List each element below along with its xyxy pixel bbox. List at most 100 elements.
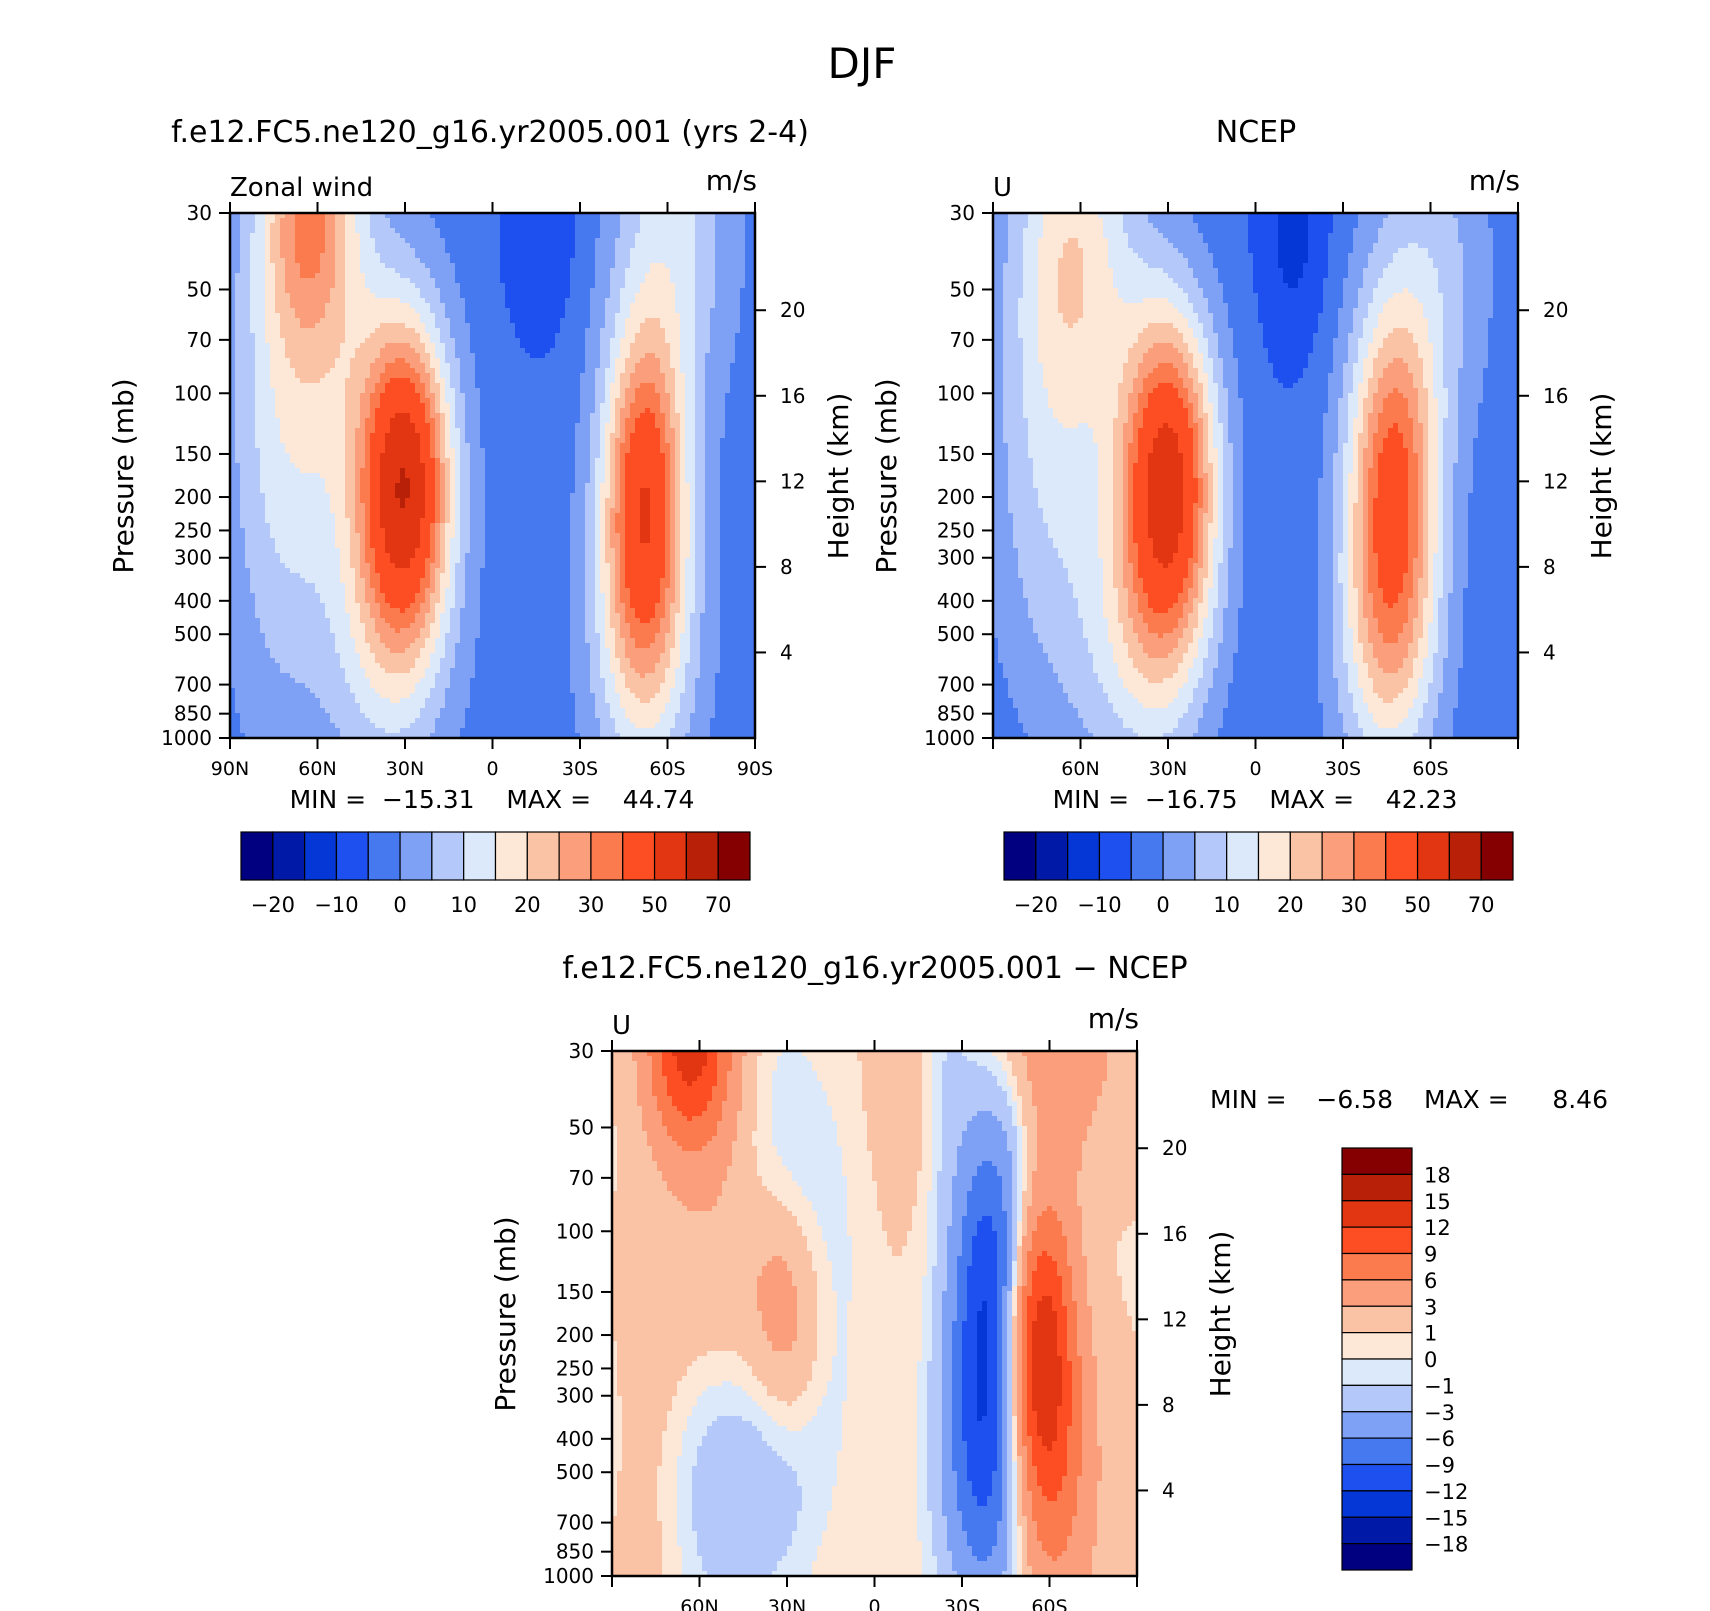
contour-cell <box>1428 538 1439 544</box>
contour-cell <box>595 493 601 499</box>
contour-cell <box>1213 428 1224 434</box>
contour-cell <box>1098 493 1114 499</box>
contour-cell <box>590 453 601 459</box>
contour-cell <box>630 263 651 269</box>
contour-cell <box>465 428 481 434</box>
contour-cell <box>1378 383 1414 389</box>
contour-cell <box>720 613 755 619</box>
contour-cell <box>1208 488 1214 494</box>
contour-cell <box>625 583 661 589</box>
contour-cell <box>1428 528 1439 534</box>
contour-cell <box>450 418 456 424</box>
contour-cell <box>690 533 696 539</box>
contour-cell <box>1223 528 1234 534</box>
contour-cell <box>710 318 741 324</box>
contour-cell <box>1443 368 1459 374</box>
contour-cell <box>445 543 451 549</box>
contour-cell <box>740 303 755 309</box>
contour-cell <box>705 463 721 469</box>
contour-cell <box>615 478 621 484</box>
contour-cell <box>265 333 281 339</box>
contour-cell <box>625 553 666 559</box>
contour-cell <box>595 508 601 514</box>
contour-cell <box>1458 223 1489 229</box>
contour-cell <box>440 508 446 514</box>
contour-cell <box>1433 263 1464 269</box>
contour-cell <box>993 453 1009 459</box>
contour-cell <box>1373 248 1399 254</box>
contour-cell <box>425 368 436 374</box>
contour-cell <box>575 478 591 484</box>
contour-cell <box>1113 488 1124 494</box>
contour-cell <box>1233 528 1244 534</box>
contour-cell <box>1438 268 1464 274</box>
contour-cell <box>450 558 461 564</box>
lat-tick-label: 90N <box>211 758 249 780</box>
contour-cell <box>1423 438 1429 444</box>
contour-cell <box>230 258 241 264</box>
contour-cell <box>1003 363 1024 369</box>
contour-cell <box>680 478 686 484</box>
contour-cell <box>310 688 351 694</box>
contour-cell <box>415 598 426 604</box>
contour-cell <box>610 268 626 274</box>
contour-cell <box>345 468 356 474</box>
contour-cell <box>600 493 611 499</box>
contour-cell <box>1308 358 1334 364</box>
contour-cell <box>610 568 616 574</box>
contour-cell <box>230 603 256 609</box>
contour-cell <box>1453 468 1474 474</box>
contour-cell <box>1098 448 1114 454</box>
contour-cell <box>1023 363 1044 369</box>
contour-cell <box>450 488 456 494</box>
contour-cell <box>675 673 686 679</box>
contour-cell <box>1443 423 1459 429</box>
contour-cell <box>1368 553 1379 559</box>
contour-cell <box>1003 393 1024 399</box>
contour-cell <box>430 658 441 664</box>
contour-cell <box>1023 233 1044 239</box>
contour-cell <box>1148 348 1179 354</box>
contour-cell <box>1173 383 1184 389</box>
contour-cell <box>445 473 451 479</box>
contour-cell <box>1003 278 1024 284</box>
contour-cell <box>1128 448 1139 454</box>
contour-cell <box>610 573 616 579</box>
contour-cell <box>620 493 626 499</box>
contour-cell <box>1333 503 1344 509</box>
contour-cell <box>1358 398 1364 404</box>
contour-cell <box>1153 388 1179 394</box>
contour-cell <box>235 353 256 359</box>
contour-cell <box>1208 558 1214 564</box>
contour-cell <box>280 253 296 259</box>
contour-cell <box>1138 573 1189 579</box>
contour-cell <box>1438 418 1444 424</box>
contour-cell <box>1203 518 1214 524</box>
contour-cell <box>435 403 441 409</box>
contour-cell <box>685 383 696 389</box>
contour-cell <box>320 378 346 384</box>
contour-cell <box>1233 508 1244 514</box>
contour-cell <box>625 433 631 439</box>
contour-cell <box>1463 358 1489 364</box>
contour-cell <box>1038 343 1134 349</box>
contour-cell <box>1183 378 1194 384</box>
contour-cell <box>705 383 731 389</box>
contour-cell <box>425 468 436 474</box>
contour-cell <box>300 323 316 329</box>
contour-cell <box>1138 403 1149 409</box>
contour-cell <box>1103 223 1124 229</box>
contour-cell <box>1003 368 1024 374</box>
contour-cell <box>1358 433 1369 439</box>
contour-cell <box>1208 383 1219 389</box>
contour-cell <box>660 448 671 454</box>
contour-cell <box>680 518 691 524</box>
contour-cell <box>345 513 356 519</box>
contour-cell <box>1223 368 1239 374</box>
contour-cell <box>265 508 331 514</box>
contour-cell <box>705 458 721 464</box>
contour-cell <box>993 533 1014 539</box>
contour-cell <box>685 573 696 579</box>
contour-cell <box>1433 378 1444 384</box>
contour-cell <box>1113 273 1169 279</box>
